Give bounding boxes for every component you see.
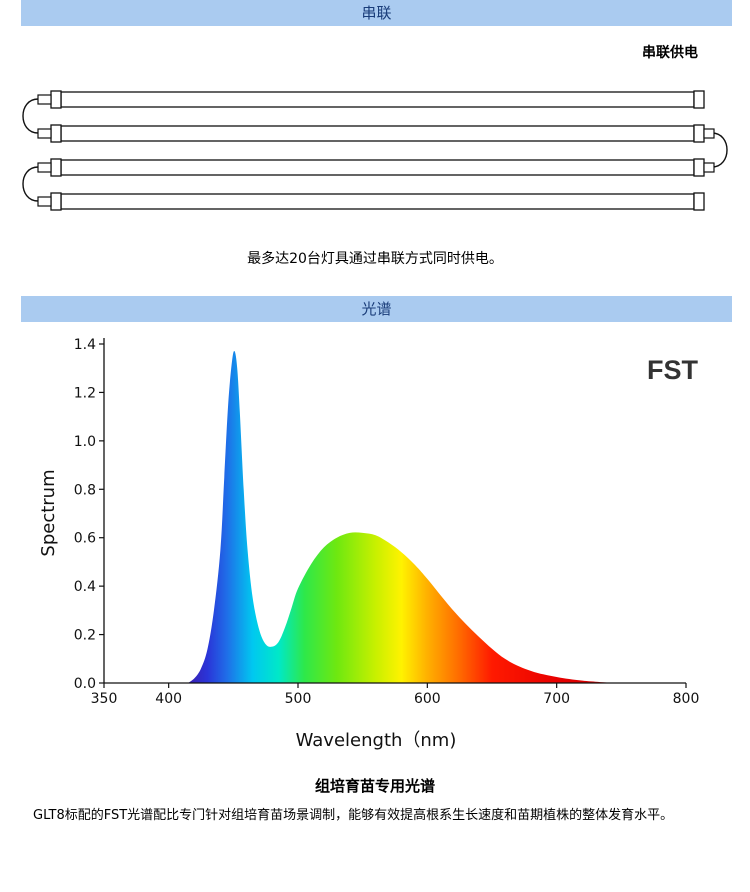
- spectrum-section-header: 光谱: [21, 296, 732, 322]
- left-cable-1: [22, 98, 39, 134]
- tube-left-plug: [37, 94, 52, 105]
- serial-caption: 最多达20台灯具通过串联方式同时供电。: [247, 251, 503, 267]
- tube-right-cap: [693, 192, 705, 211]
- right-cable-1: [711, 132, 728, 168]
- connector-cables: [22, 98, 728, 202]
- tube-left-cap: [50, 90, 62, 109]
- chart-axes: [103, 338, 686, 684]
- chart-area: [188, 350, 615, 683]
- x-axis-label: Wavelength（nm): [296, 730, 457, 751]
- x-tick-label: 600: [414, 691, 441, 707]
- tube-body: [60, 125, 695, 142]
- tube-left-cap: [50, 192, 62, 211]
- tube-right-cap: [693, 158, 705, 177]
- y-tick-label: 1.4: [74, 337, 96, 353]
- tube-right-cap: [693, 124, 705, 143]
- y-tick-label: 0.8: [74, 482, 96, 498]
- x-axis-ticks: 350 400 500 600 700 800: [91, 683, 700, 707]
- tube-left-plug: [37, 128, 52, 139]
- tube-right-plug: [703, 128, 715, 139]
- tube-right-cap: [693, 90, 705, 109]
- x-tick-label: 400: [155, 691, 182, 707]
- left-cable-2: [22, 166, 39, 202]
- y-tick-label: 0.4: [74, 579, 96, 595]
- y-axis-label: Spectrum: [38, 469, 59, 556]
- tube-left-cap: [50, 124, 62, 143]
- x-tick-label: 500: [285, 691, 312, 707]
- tube-body: [60, 159, 695, 176]
- tube-4: [37, 192, 705, 211]
- y-axis-ticks: 0.0 0.2 0.4 0.6 0.8 1.0 1.2 1.4: [74, 337, 104, 692]
- x-tick-label: 800: [673, 691, 700, 707]
- tube-body: [60, 91, 695, 108]
- y-tick-label: 0.2: [74, 628, 96, 644]
- tube-right-plug: [703, 162, 715, 173]
- tube-left-plug: [37, 196, 52, 207]
- y-tick-label: 1.0: [74, 434, 96, 450]
- tube-1: [37, 90, 705, 109]
- chart-title: 组培育苗专用光谱: [314, 777, 435, 795]
- tube-3: [37, 158, 715, 177]
- y-tick-label: 0.0: [74, 676, 96, 692]
- tube-2: [37, 124, 715, 143]
- y-tick-label: 0.6: [74, 531, 96, 547]
- tube-left-plug: [37, 162, 52, 173]
- serial-section-header: 串联: [21, 0, 732, 26]
- serial-subtitle: 串联供电: [642, 45, 698, 61]
- y-tick-label: 1.2: [74, 385, 96, 401]
- serial-connection-diagram: [22, 90, 728, 211]
- tube-left-cap: [50, 158, 62, 177]
- spectrum-area-series: [188, 350, 615, 683]
- tube-body: [60, 193, 695, 210]
- x-tick-label: 350: [91, 691, 118, 707]
- spectrum-chart: 350 400 500 600 700 800 0.0 0.2 0.4 0.6 0.8 1.0 1.2…: [38, 337, 700, 751]
- fst-annotation: FST: [647, 355, 699, 385]
- spectrum-description: GLT8标配的FST光谱配比专门针对组培育苗场景调制，能够有效提高根系生长速度和…: [33, 808, 674, 823]
- x-tick-label: 700: [543, 691, 570, 707]
